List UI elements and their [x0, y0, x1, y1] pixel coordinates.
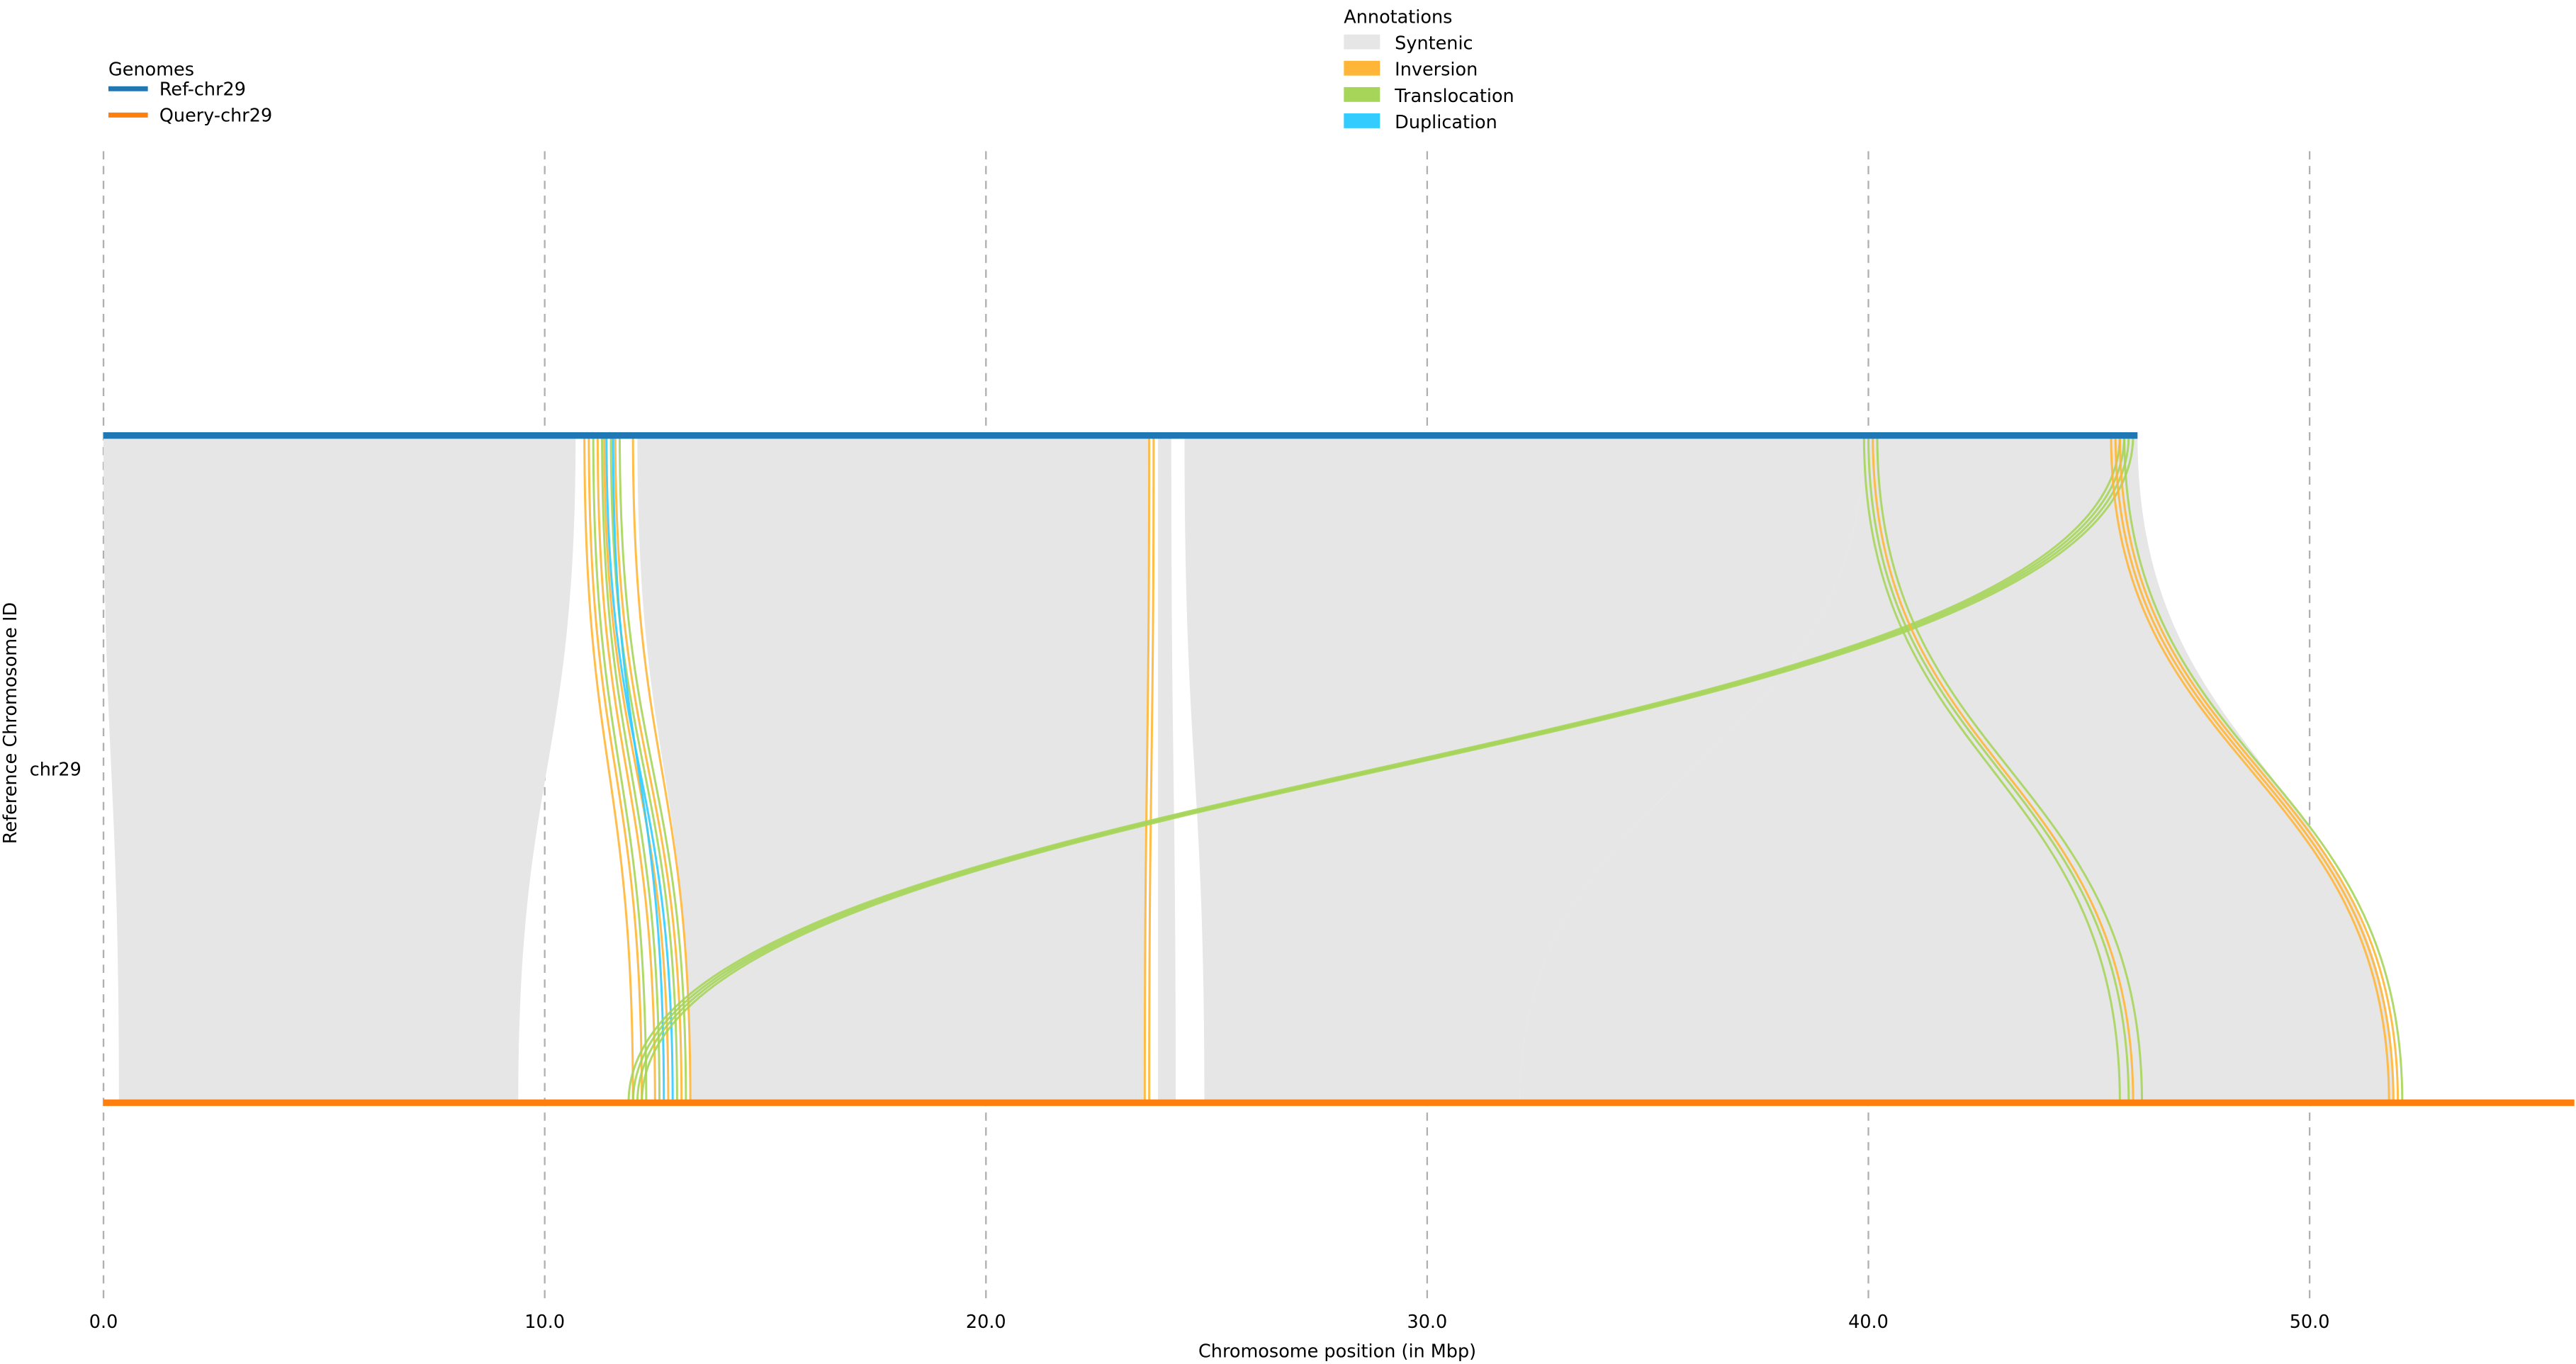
- annotation-legend-swatch: [1344, 86, 1380, 102]
- syntenic-block: [1158, 435, 1176, 1103]
- syntenic-block: [103, 435, 576, 1103]
- x-axis-label: Chromosome position (in Mbp): [1198, 1341, 1476, 1363]
- tra-link: [1876, 435, 2144, 1103]
- tra-link: [1867, 435, 2130, 1103]
- annotation-legend-label: Inversion: [1395, 60, 1478, 81]
- inv-link: [2118, 435, 2400, 1103]
- tra-link: [641, 435, 2135, 1103]
- x-tick-labels: 0.0 10.0 20.0 30.0 40.0 50.0: [89, 1312, 2330, 1333]
- inv-link: [2114, 435, 2395, 1103]
- tra-link: [609, 435, 678, 1103]
- x-tick-label: 10.0: [524, 1312, 565, 1333]
- annotations-legend-title: Annotations: [1344, 6, 1452, 28]
- x-tick-label: 30.0: [1407, 1312, 1448, 1333]
- annotation-legend-label: Duplication: [1395, 112, 1497, 133]
- syntenic-block: [637, 435, 1149, 1103]
- inv-link: [587, 435, 643, 1103]
- x-tick-label: 20.0: [966, 1312, 1006, 1333]
- annotation-legend-swatch: [1344, 113, 1380, 128]
- inv-link: [1872, 435, 2135, 1103]
- inv-link: [1148, 435, 1155, 1103]
- x-tick-label: 50.0: [2290, 1312, 2330, 1333]
- annotation-legend-label: Syntenic: [1395, 33, 1473, 55]
- inv-link: [631, 435, 692, 1103]
- inv-link: [583, 435, 634, 1103]
- tra-link: [601, 435, 661, 1103]
- inv-link: [603, 435, 670, 1103]
- annotations-legend: Annotations Syntenic Inversion Translocati…: [1344, 6, 1514, 133]
- syntenic-block: [1519, 435, 2394, 1103]
- genome-legend-label: Ref-chr29: [159, 79, 246, 101]
- row-label-chr29: chr29: [30, 760, 81, 781]
- genomes-legend: Genomes Ref-chr29 Query-chr29: [108, 60, 272, 127]
- y-axis-label: Reference Chromosome ID: [0, 602, 21, 844]
- syntenic-blocks: [103, 435, 2394, 1103]
- tra-link: [592, 435, 648, 1103]
- tra-link: [1862, 435, 2121, 1103]
- annotation-legend-label: Translocation: [1394, 86, 1514, 107]
- x-tick-label: 40.0: [1848, 1312, 1889, 1333]
- syntenic-block: [1184, 435, 1864, 1103]
- inv-link: [596, 435, 656, 1103]
- genomes-legend-title: Genomes: [108, 60, 194, 81]
- annotation-legend-swatch: [1344, 60, 1380, 76]
- x-tick-label: 0.0: [89, 1312, 118, 1333]
- chromosome-bars: [103, 432, 2575, 1106]
- sv-links: [583, 435, 2404, 1103]
- tra-link: [2123, 435, 2404, 1103]
- genome-legend-label: Query-chr29: [159, 106, 272, 127]
- inv-link: [614, 435, 683, 1103]
- inv-link: [1143, 435, 1151, 1103]
- dup-link: [605, 435, 674, 1103]
- dup-link: [612, 435, 665, 1103]
- tra-link: [619, 435, 687, 1103]
- annotation-legend-swatch: [1344, 34, 1380, 50]
- inv-link: [2110, 435, 2390, 1103]
